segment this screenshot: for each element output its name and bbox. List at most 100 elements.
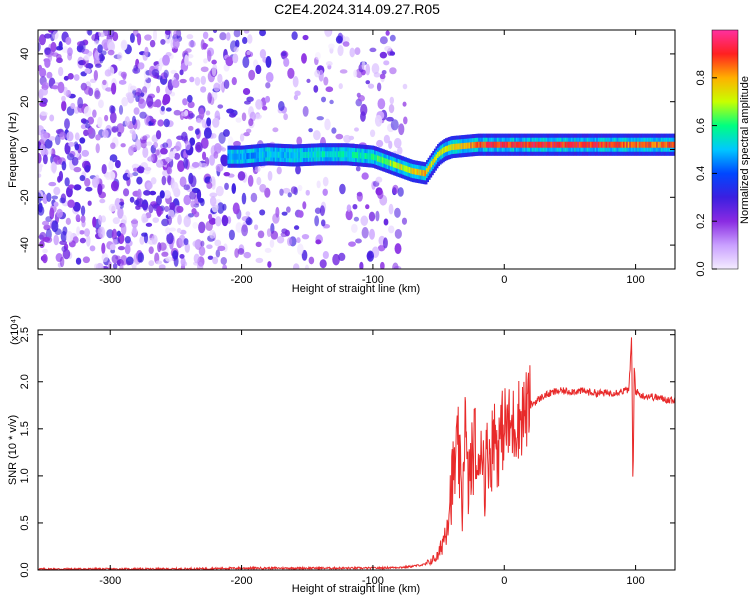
spectrogram-noise-point: [45, 216, 52, 223]
spectrogram-noise-point: [95, 143, 100, 154]
spectrogram-noise-point: [213, 82, 221, 92]
spectrogram-ridge-core: [347, 151, 351, 158]
snr-scale-label: (x10⁴): [9, 315, 21, 345]
spectrogram-ridge-core: [317, 151, 321, 158]
spectrogram-noise-point: [112, 238, 118, 246]
snr-y-tick-label: 0.5: [19, 515, 31, 530]
spectrogram-ridge-core: [227, 153, 231, 160]
spectrogram-ridge-core: [623, 141, 627, 148]
colorbar-tick-label: 0.2: [695, 214, 707, 229]
spectrogram-noise-point: [83, 129, 89, 137]
spectrogram-ridge-core: [388, 159, 392, 166]
spectrogram-noise-point: [244, 100, 251, 105]
spectrogram-noise-point: [368, 211, 376, 222]
spectrogram-noise-point: [165, 227, 171, 235]
spectrogram-noise-point: [42, 253, 48, 264]
spectrogram-noise-point: [176, 205, 184, 213]
spectrogram-noise-point: [245, 211, 251, 217]
spectrogram-noise-point: [189, 137, 196, 146]
spectrogram-noise-point: [359, 261, 364, 269]
spectrogram-ridge-core: [591, 141, 595, 148]
spectrogram-noise-point: [145, 212, 152, 219]
spectrogram-noise-point: [402, 101, 407, 107]
spectrogram-ridge-core: [495, 141, 499, 148]
spectrogram-ridge-core: [372, 153, 376, 160]
spectrogram-ridge-core: [463, 142, 467, 149]
spectrogram-noise-point: [42, 154, 48, 165]
spectrogram-noise-point: [257, 230, 265, 239]
spectrogram-ridge-core: [654, 141, 658, 148]
spectrogram-ridge-core: [339, 151, 343, 158]
spectrogram-ridge-core: [381, 157, 385, 164]
spectrogram-noise-point: [276, 235, 285, 244]
spectrogram-noise-point: [98, 32, 106, 38]
spectrogram-noise-point: [79, 230, 85, 235]
spectrogram-x-tick-label: -200: [231, 274, 253, 286]
snr-y-tick-label: 2.0: [19, 374, 31, 389]
spectrogram-ridge-core: [353, 151, 357, 158]
spectrogram-noise-point: [38, 42, 41, 52]
spectrogram-ridge-core: [624, 141, 628, 148]
spectrogram-noise-point: [159, 190, 165, 199]
spectrogram-ridge-core: [542, 141, 546, 148]
spectrogram-ridge-core: [326, 151, 330, 158]
spectrogram-noise-point: [98, 214, 103, 226]
spectrogram-ridge-core: [230, 153, 234, 160]
spectrogram-noise-point: [212, 30, 218, 34]
spectrogram-noise-point: [188, 113, 195, 119]
spectrogram-noise-point: [141, 213, 148, 224]
spectrogram-noise-point: [131, 218, 139, 229]
spectrogram-noise-point: [95, 134, 101, 141]
spectrogram-ridge-core: [400, 164, 404, 171]
spectrogram-noise-point: [66, 131, 74, 142]
spectrogram-noise-point: [221, 215, 229, 227]
spectrogram-noise-point: [124, 244, 131, 255]
spectrogram-noise-point: [118, 79, 127, 85]
spectrogram-ridge-core: [476, 141, 480, 148]
spectrogram-ridge-core: [559, 141, 563, 148]
spectrogram-noise-point: [48, 136, 56, 141]
spectrogram-noise-point: [149, 190, 157, 196]
spectrogram-noise-point: [135, 95, 140, 103]
spectrogram-noise-point: [150, 177, 157, 185]
spectrogram-noise-point: [265, 55, 272, 68]
spectrogram-ridge-core: [457, 143, 461, 150]
spectrogram-noise-point: [225, 56, 234, 67]
spectrogram-noise-point: [302, 105, 309, 117]
spectrogram-noise-point: [179, 176, 187, 188]
spectrogram-noise-point: [120, 143, 126, 148]
spectrogram-ridge-core: [553, 141, 557, 148]
spectrogram-noise-point: [376, 82, 382, 92]
spectrogram-ridge-core: [251, 152, 255, 159]
spectrogram-ridge-core: [506, 141, 510, 148]
spectrogram-ridge-core: [607, 141, 611, 148]
spectrogram-ridge-core: [531, 141, 535, 148]
spectrogram-noise-point: [64, 118, 70, 130]
spectrogram-noise-point: [168, 151, 175, 159]
colorbar-ticks: 0.0 0.2 0.4 0.6 0.8: [695, 70, 717, 277]
spectrogram-ridge-core: [619, 141, 623, 148]
spectrogram-ridge-core: [287, 152, 291, 159]
spectrogram-ridge-core: [298, 152, 302, 159]
spectrogram-y-tick-label: 0: [19, 146, 31, 152]
spectrogram-noise-point: [98, 99, 104, 109]
spectrogram-ridge-core: [467, 142, 471, 149]
spectrogram-noise-point: [126, 173, 134, 178]
spectrogram-noise-point: [208, 213, 213, 220]
spectrogram-ridge-core: [641, 141, 645, 148]
spectrogram-noise-point: [117, 131, 122, 137]
spectrogram-noise-point: [231, 183, 237, 194]
spectrogram-ridge-core: [369, 153, 373, 160]
spectrogram-noise-point: [129, 85, 137, 91]
spectrogram-noise-point: [191, 208, 197, 215]
spectrogram-noise-point: [388, 104, 395, 114]
spectrogram-noise-point: [384, 45, 392, 52]
snr-plot-area: [38, 330, 675, 570]
spectrogram-ridge-core: [247, 153, 251, 160]
spectrogram-noise-point: [393, 137, 402, 149]
spectrogram-ridge-core: [512, 141, 516, 148]
spectrogram-ridge-core: [659, 141, 663, 148]
spectrogram-noise-point: [255, 241, 262, 248]
spectrogram-noise-point: [92, 216, 97, 228]
spectrogram-noise-point: [203, 58, 208, 64]
